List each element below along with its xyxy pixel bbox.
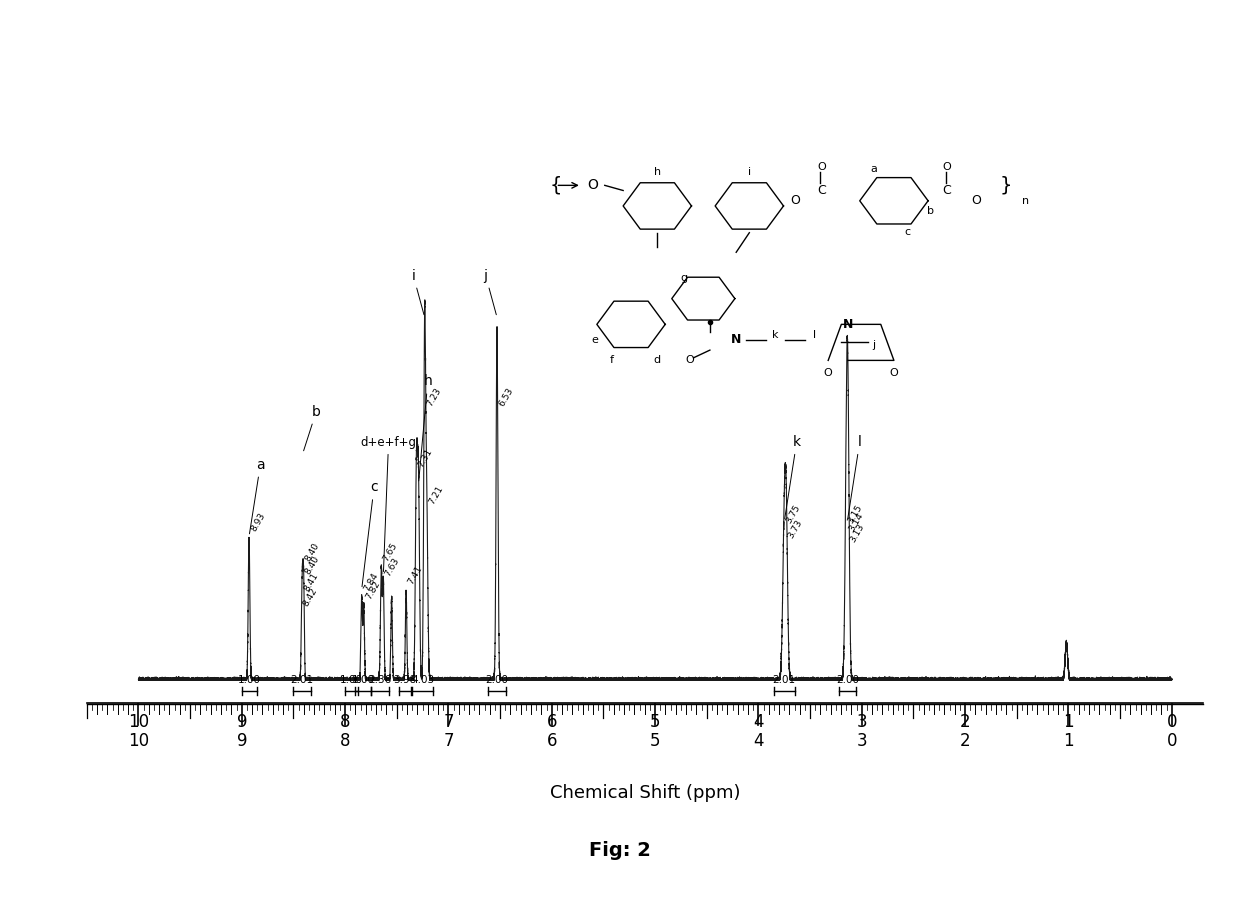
Text: 0: 0 bbox=[1167, 733, 1177, 751]
Text: O: O bbox=[823, 369, 832, 378]
Text: 8.93: 8.93 bbox=[249, 511, 267, 532]
Text: O: O bbox=[588, 178, 599, 192]
Text: O: O bbox=[971, 195, 981, 207]
Text: b: b bbox=[304, 405, 321, 450]
Text: j: j bbox=[484, 268, 496, 314]
Text: 3.15: 3.15 bbox=[846, 504, 864, 525]
Text: i: i bbox=[748, 168, 751, 177]
Text: 1.00: 1.00 bbox=[352, 676, 374, 686]
Text: N: N bbox=[732, 333, 742, 346]
Text: 2.00: 2.00 bbox=[836, 676, 859, 686]
Text: b: b bbox=[926, 206, 934, 216]
Text: Fig: 2: Fig: 2 bbox=[589, 842, 651, 860]
Text: 2.01: 2.01 bbox=[773, 676, 796, 686]
Text: 3.14: 3.14 bbox=[847, 511, 866, 532]
Text: 2.00: 2.00 bbox=[486, 676, 508, 686]
Text: }: } bbox=[999, 176, 1012, 195]
Text: 2.36: 2.36 bbox=[368, 676, 392, 686]
Text: 6.53: 6.53 bbox=[497, 387, 515, 408]
Text: 8.41: 8.41 bbox=[303, 571, 321, 593]
Text: j: j bbox=[873, 340, 875, 350]
Text: n: n bbox=[1022, 196, 1029, 205]
Text: i: i bbox=[412, 268, 424, 314]
Text: O: O bbox=[817, 162, 826, 172]
Text: Chemical Shift (ppm): Chemical Shift (ppm) bbox=[549, 784, 740, 802]
Text: 7.23: 7.23 bbox=[424, 387, 443, 408]
Text: l: l bbox=[813, 330, 817, 340]
Text: h: h bbox=[653, 168, 661, 177]
Text: 2: 2 bbox=[960, 733, 971, 751]
Text: 9: 9 bbox=[237, 733, 247, 751]
Text: N: N bbox=[843, 318, 853, 331]
Text: 4.03: 4.03 bbox=[412, 676, 434, 686]
Text: 4: 4 bbox=[753, 733, 764, 751]
Text: C: C bbox=[942, 184, 951, 197]
Text: d+e+f+g: d+e+f+g bbox=[361, 436, 417, 571]
Text: f: f bbox=[609, 355, 614, 366]
Text: e: e bbox=[591, 335, 599, 345]
Text: a: a bbox=[249, 458, 264, 533]
Text: 3.98: 3.98 bbox=[393, 676, 417, 686]
Text: 7.65: 7.65 bbox=[381, 542, 399, 563]
Text: k: k bbox=[773, 330, 779, 340]
Text: d: d bbox=[653, 355, 661, 366]
Text: 8: 8 bbox=[340, 733, 351, 751]
Text: C: C bbox=[817, 184, 826, 197]
Text: k: k bbox=[785, 435, 801, 519]
Text: h: h bbox=[419, 375, 433, 481]
Text: 7.31: 7.31 bbox=[417, 447, 434, 469]
Text: 7.84: 7.84 bbox=[362, 571, 379, 593]
Text: O: O bbox=[942, 162, 951, 172]
Text: g: g bbox=[680, 273, 687, 283]
Text: 8.40: 8.40 bbox=[304, 542, 321, 563]
Text: O: O bbox=[686, 355, 694, 366]
Text: 10: 10 bbox=[128, 733, 149, 751]
Text: 8.42: 8.42 bbox=[301, 587, 320, 608]
Text: 1: 1 bbox=[1063, 733, 1074, 751]
Text: 7.63: 7.63 bbox=[383, 556, 402, 578]
Text: c: c bbox=[362, 480, 378, 587]
Text: 3.13: 3.13 bbox=[848, 523, 867, 544]
Text: 2.01: 2.01 bbox=[290, 676, 314, 686]
Text: 3: 3 bbox=[857, 733, 867, 751]
Text: 7.21: 7.21 bbox=[427, 485, 445, 506]
Text: 6: 6 bbox=[547, 733, 557, 751]
Text: 3.73: 3.73 bbox=[786, 518, 805, 541]
Text: 5: 5 bbox=[650, 733, 661, 751]
Text: O: O bbox=[889, 369, 898, 378]
Text: 1.00: 1.00 bbox=[238, 676, 262, 686]
Text: 7: 7 bbox=[443, 733, 454, 751]
Text: 8.40: 8.40 bbox=[304, 554, 321, 577]
Text: {: { bbox=[549, 176, 562, 195]
Text: 1.00: 1.00 bbox=[340, 676, 363, 686]
Text: 7.82: 7.82 bbox=[363, 579, 382, 601]
Text: c: c bbox=[904, 227, 910, 237]
Text: O: O bbox=[790, 195, 800, 207]
Text: 7.41: 7.41 bbox=[407, 564, 424, 586]
Text: a: a bbox=[870, 164, 878, 174]
Text: 3.75: 3.75 bbox=[784, 504, 802, 525]
Text: l: l bbox=[848, 435, 862, 519]
